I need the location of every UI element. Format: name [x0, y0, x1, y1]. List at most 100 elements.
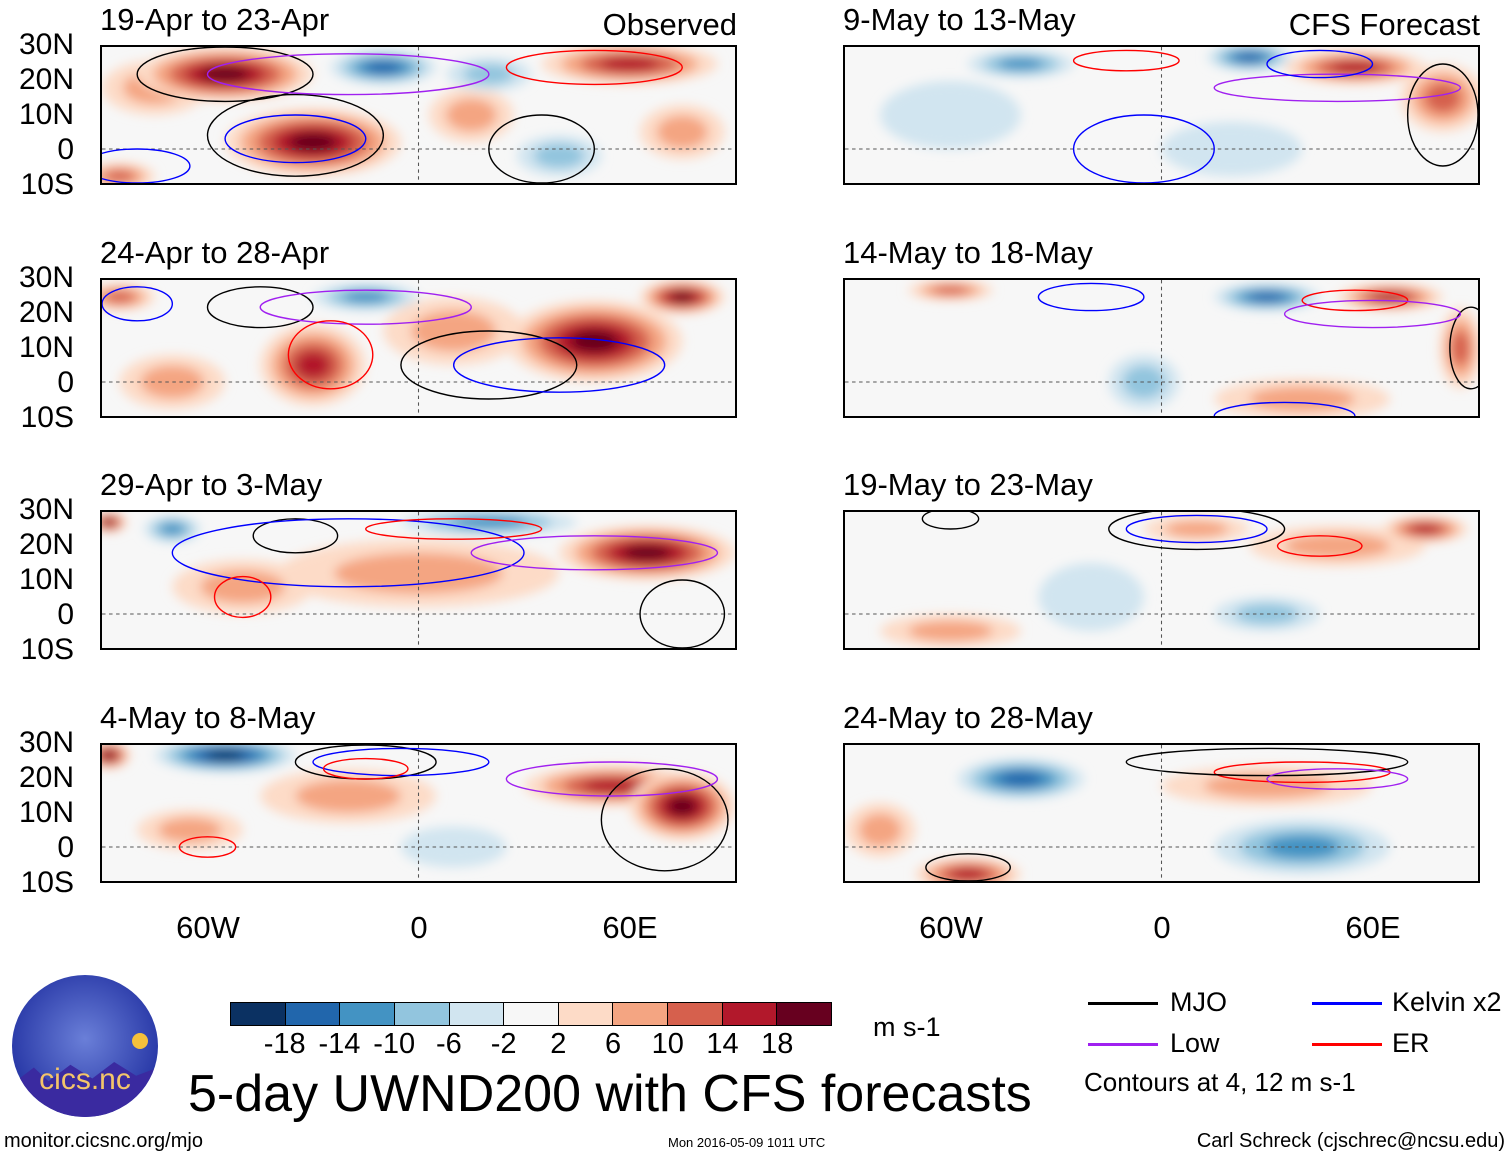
- map-panel: [100, 278, 737, 418]
- er-contour: [1074, 50, 1180, 70]
- colorbar-swatch: [722, 1003, 778, 1025]
- map-panel: [843, 743, 1480, 883]
- anomaly-shade: [999, 772, 1042, 786]
- anomaly-shade: [908, 620, 993, 642]
- colorbar-label: -10: [373, 1028, 416, 1060]
- anomaly-shade: [998, 58, 1044, 70]
- lon-label-right-0: 0: [1153, 910, 1171, 945]
- anomaly-shade: [201, 66, 250, 82]
- panel-title: 24-May to 28-May: [843, 700, 1093, 735]
- lat-label: 0: [57, 598, 74, 631]
- low-contour: [1267, 769, 1408, 789]
- anomaly-shade: [104, 519, 114, 525]
- lat-label: 30N: [18, 493, 74, 526]
- anomaly-shade: [533, 143, 585, 169]
- anomaly-shade: [295, 351, 331, 379]
- anomaly-shade: [1451, 330, 1470, 366]
- mjo-contour: [489, 115, 595, 183]
- logo: cics.nc: [12, 975, 158, 1117]
- mjo-contour: [1408, 64, 1478, 166]
- panel-title: 19-May to 23-May: [843, 467, 1093, 502]
- panel-title: 14-May to 18-May: [843, 235, 1093, 270]
- anomaly-shade: [103, 751, 115, 759]
- map-panel: [100, 510, 737, 650]
- legend-line-low: [1088, 1043, 1158, 1046]
- anomaly-shade: [1249, 292, 1285, 302]
- map-panel: [843, 510, 1480, 650]
- anomaly-shade: [445, 98, 497, 132]
- kelvin-contour: [172, 519, 524, 587]
- panel-title: 4-May to 8-May: [100, 700, 316, 735]
- kelvin-contour: [102, 149, 190, 183]
- figure-title: 5-day UWND200 with CFS forecasts: [188, 1065, 1032, 1123]
- mjo-contour: [208, 95, 384, 177]
- kelvin-contour: [1038, 283, 1144, 310]
- anomaly-shade: [859, 813, 902, 847]
- legend-label-er: ER: [1392, 1028, 1430, 1058]
- lat-label: 0: [57, 831, 74, 864]
- colorbar: [230, 1002, 832, 1026]
- colorbar-swatch: [340, 1003, 395, 1025]
- lat-label: 0: [57, 133, 74, 166]
- mjo-contour: [601, 769, 728, 871]
- colorbar-swatch: [394, 1003, 450, 1025]
- map-panel: [100, 45, 737, 185]
- anomaly-shade: [1284, 533, 1391, 559]
- lon-label-left-60w: 60W: [176, 910, 240, 945]
- anomaly-shade: [365, 61, 401, 74]
- legend-line-er: [1312, 1043, 1382, 1046]
- lat-label: 20N: [18, 528, 74, 561]
- er-contour: [288, 321, 372, 389]
- low-contour: [208, 54, 489, 95]
- logo-text: cics.nc: [39, 1063, 131, 1096]
- low-contour: [1285, 300, 1461, 327]
- anomaly-shade: [334, 552, 503, 594]
- kelvin-contour: [1267, 50, 1373, 77]
- lon-label-left-0: 0: [410, 910, 428, 945]
- colorbar-label: -6: [436, 1028, 462, 1060]
- anomaly-shade: [1161, 121, 1303, 177]
- mjo-contour: [137, 47, 313, 101]
- colorbar-swatch: [285, 1003, 341, 1025]
- low-contour: [471, 536, 717, 570]
- footer-timestamp: Mon 2016-05-09 1011 UTC: [668, 1135, 826, 1150]
- mjo-contour: [253, 519, 337, 553]
- anomaly-shade: [880, 81, 1021, 149]
- anomaly-shade: [1038, 563, 1144, 631]
- low-contour: [506, 762, 717, 796]
- anomaly-shade: [600, 57, 659, 71]
- anomaly-shade: [289, 132, 337, 152]
- mjo-contour: [1126, 748, 1407, 775]
- lat-label: 30N: [18, 261, 74, 294]
- kelvin-contour: [225, 115, 366, 163]
- anomaly-shade: [1264, 835, 1340, 859]
- lat-label: 20N: [18, 63, 74, 96]
- lon-label-right-60e: 60E: [1345, 910, 1401, 945]
- lat-label: 30N: [18, 726, 74, 759]
- anomaly-shade: [343, 291, 389, 303]
- panel-title: 9-May to 13-May: [843, 2, 1076, 37]
- anomaly-shade: [656, 115, 708, 149]
- colorbar-label: 6: [605, 1028, 622, 1060]
- legend-line-kelvin: [1312, 1002, 1382, 1005]
- footer-author: Carl Schreck (cjschrec@ncsu.edu): [1196, 1130, 1505, 1152]
- observed-label: Observed: [602, 7, 737, 42]
- mjo-contour: [922, 512, 978, 529]
- anomaly-shade: [104, 170, 135, 183]
- lat-label: 10S: [20, 866, 74, 899]
- anomaly-shade: [295, 779, 401, 813]
- er-contour: [366, 519, 542, 539]
- colorbar-label: 18: [761, 1028, 794, 1060]
- mjo-contour: [1450, 307, 1478, 389]
- anomaly-shade: [667, 796, 697, 816]
- anomaly-shade: [582, 779, 642, 793]
- low-contour: [260, 290, 471, 324]
- colorbar-label: -14: [318, 1028, 361, 1060]
- anomaly-shade: [205, 750, 245, 760]
- mjo-contour: [926, 854, 1010, 881]
- forecast-label: CFS Forecast: [1288, 7, 1480, 42]
- er-contour: [1302, 290, 1408, 310]
- mjo-contour: [640, 580, 724, 648]
- map-panel: [843, 278, 1480, 418]
- low-contour: [1214, 74, 1460, 101]
